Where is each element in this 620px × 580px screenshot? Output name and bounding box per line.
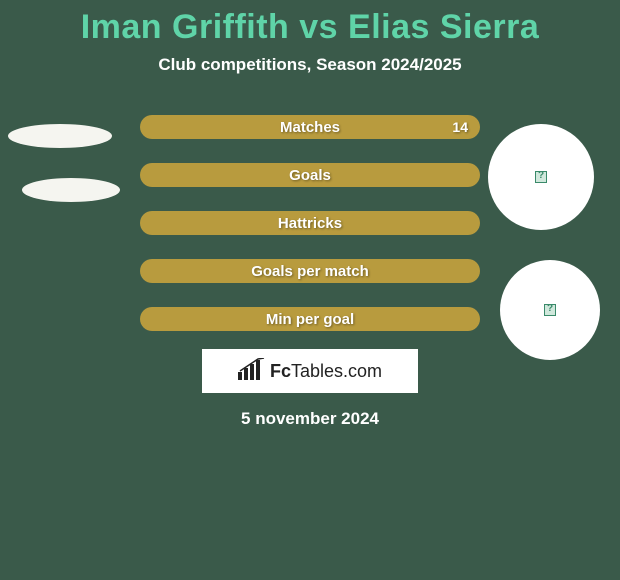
logo-box: FcTables.com [202,349,418,393]
placeholder-icon [544,304,556,316]
logo-text: FcTables.com [270,361,382,382]
stat-label: Matches [280,119,340,136]
logo-suffix: Tables.com [291,361,382,381]
stat-label: Goals per match [251,263,369,280]
bg-ellipse-2 [22,178,120,202]
page-title: Iman Griffith vs Elias Sierra [0,0,620,47]
stat-label: Min per goal [266,311,354,328]
stat-label: Hattricks [278,215,342,232]
bg-circle-2 [500,260,600,360]
bg-circle-1 [488,124,594,230]
stat-value: 14 [452,119,468,135]
date-text: 5 november 2024 [0,409,620,429]
stat-bar-matches: Matches 14 [140,115,480,139]
logo-chart-icon [238,358,266,385]
bg-ellipse-1 [8,124,112,148]
subtitle: Club competitions, Season 2024/2025 [0,55,620,75]
stat-bar-hattricks: Hattricks [140,211,480,235]
stat-bar-goals-per-match: Goals per match [140,259,480,283]
placeholder-icon [535,171,547,183]
stat-bar-goals: Goals [140,163,480,187]
stat-bar-min-per-goal: Min per goal [140,307,480,331]
logo-prefix: Fc [270,361,291,381]
stat-label: Goals [289,167,331,184]
